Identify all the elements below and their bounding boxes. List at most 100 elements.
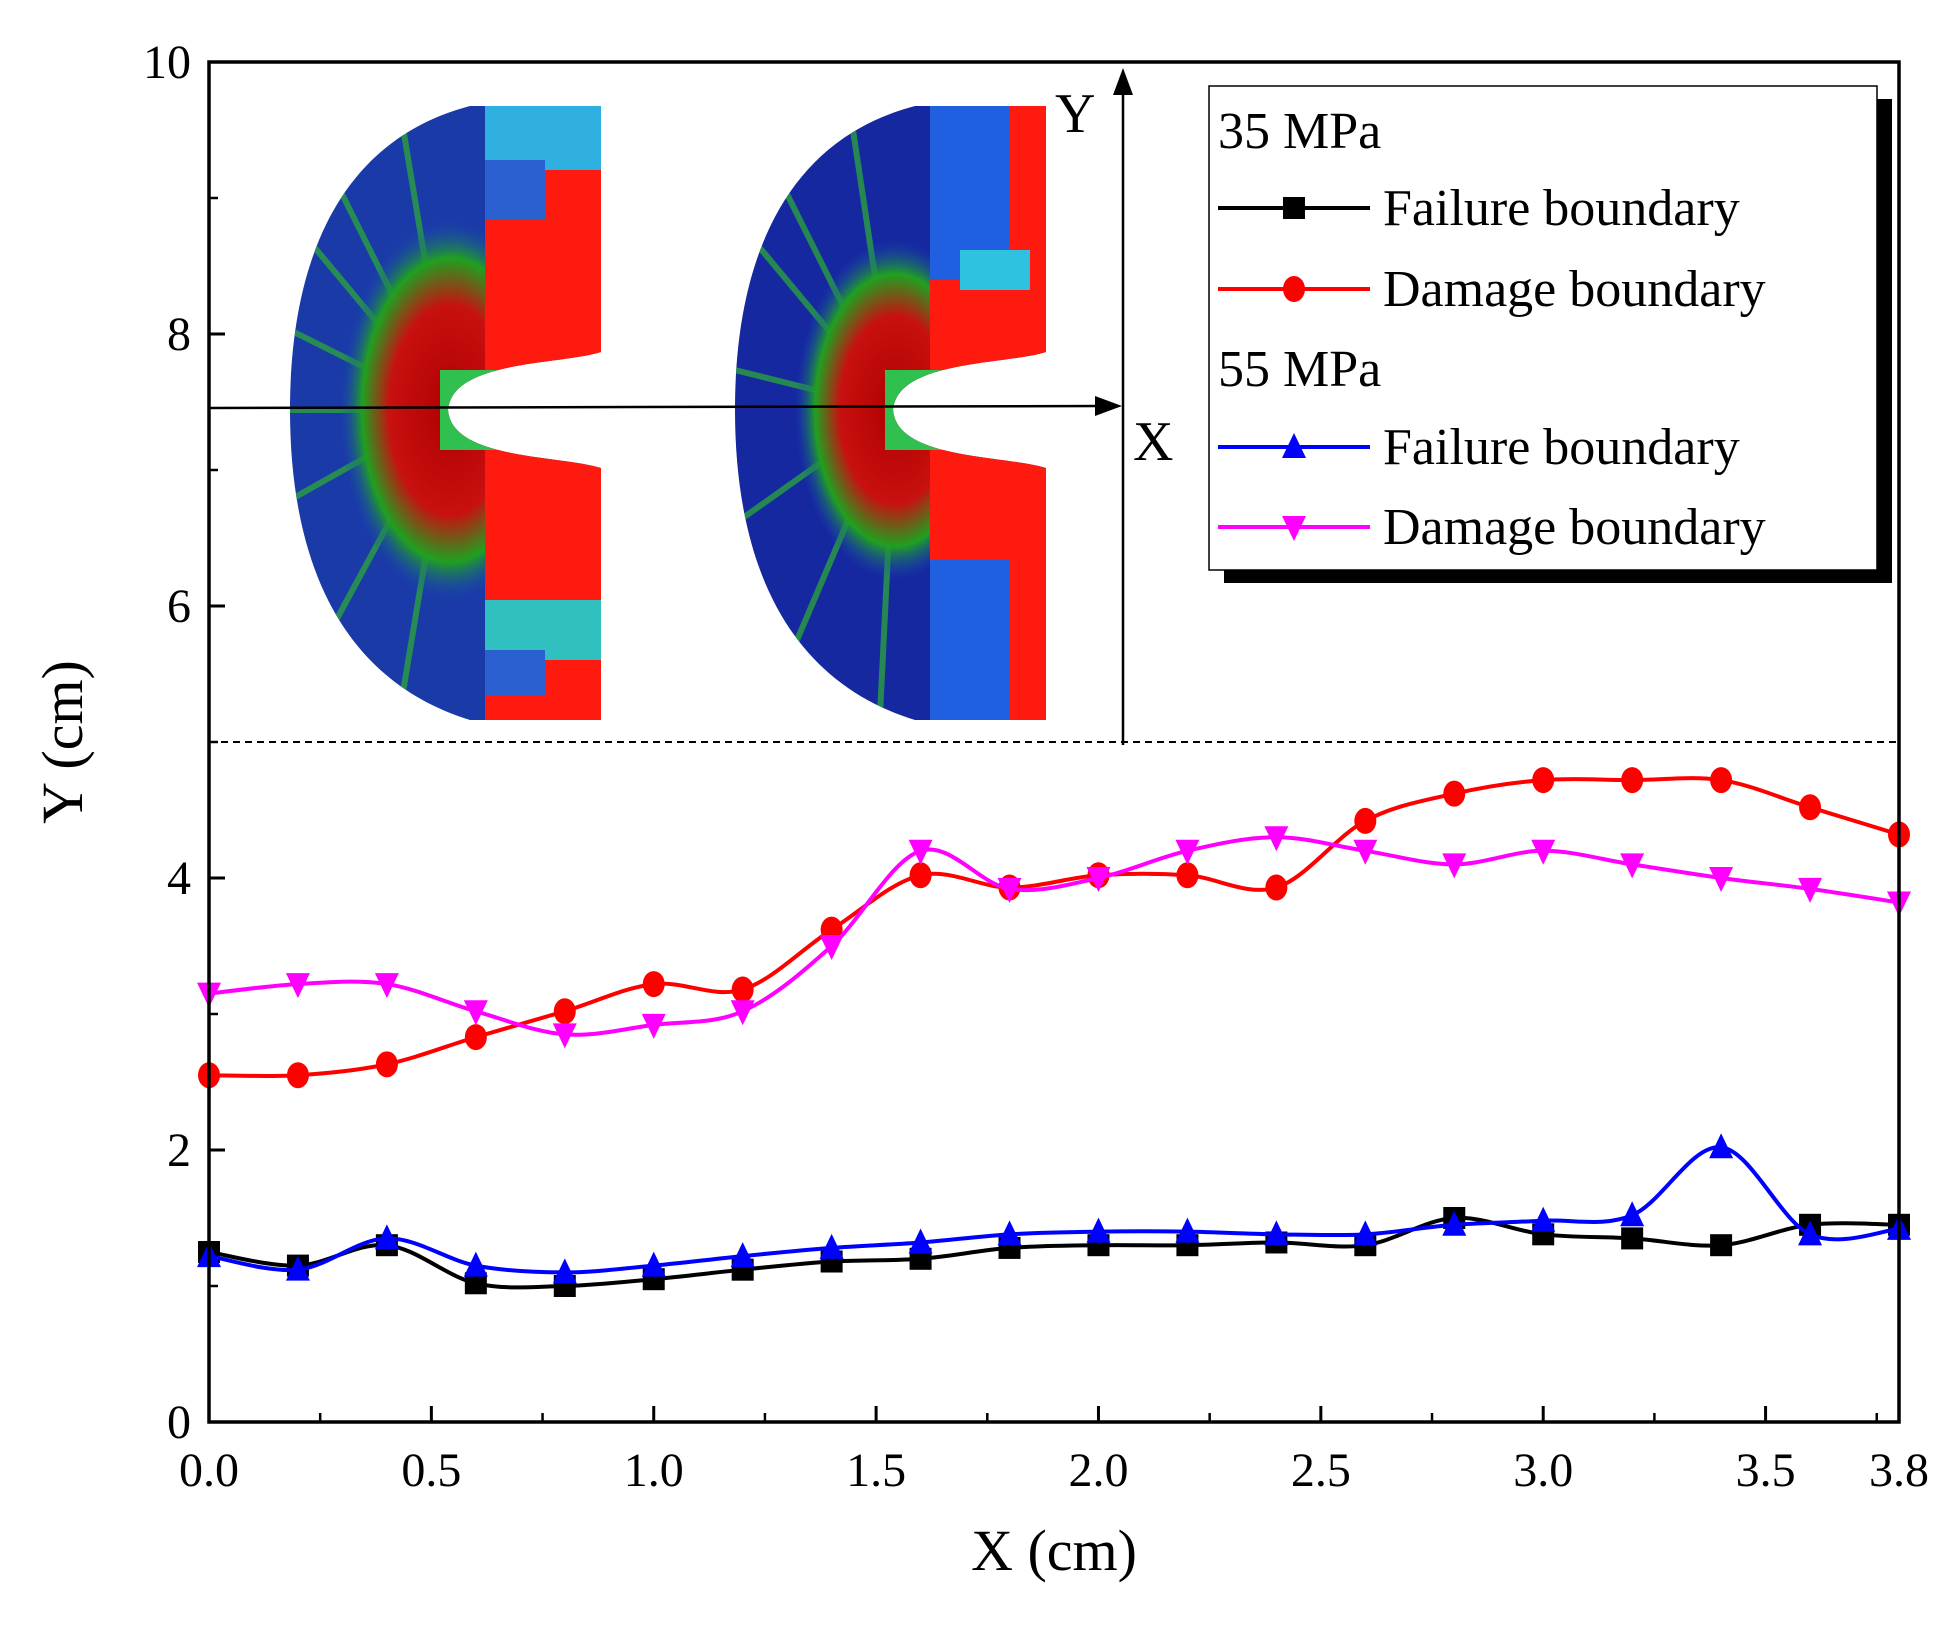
data-point	[375, 1051, 398, 1078]
data-point	[1531, 839, 1556, 865]
data-point	[731, 976, 754, 1003]
series-line	[208, 1145, 1900, 1275]
x-tick-label: 2.0	[1068, 1444, 1128, 1497]
data-point	[374, 973, 399, 999]
data-point	[1176, 862, 1199, 889]
simulation-image-35mpa	[290, 106, 601, 720]
data-point	[1353, 839, 1378, 865]
legend-group-55mpa: 55 MPa	[1218, 341, 1381, 398]
inset-x-arrowhead-icon	[1095, 396, 1122, 416]
x-tick-label: 2.5	[1291, 1444, 1351, 1497]
data-point	[641, 1013, 666, 1039]
data-point	[997, 1220, 1022, 1246]
legend-marker	[1282, 433, 1306, 458]
data-point	[374, 1224, 399, 1250]
data-point	[463, 1000, 488, 1026]
legend-label: Failure boundary	[1383, 180, 1740, 237]
legend-marker	[1283, 276, 1305, 302]
legend-marker	[1283, 197, 1305, 219]
legend-entry: Damage boundary	[1218, 261, 1766, 318]
data-point	[819, 935, 844, 960]
series-line	[208, 776, 1900, 1078]
y-tick-label: 0	[167, 1396, 191, 1449]
data-point	[553, 998, 576, 1025]
data-point	[552, 1023, 577, 1049]
x-tick-label: 1.0	[624, 1444, 684, 1497]
data-point	[1086, 867, 1111, 892]
legend-entry: Failure boundary	[1218, 180, 1740, 237]
data-point	[1175, 1217, 1200, 1243]
data-point	[1264, 1220, 1289, 1246]
data-point	[1620, 853, 1645, 879]
legend-marker	[1282, 516, 1306, 541]
data-point	[1443, 780, 1466, 807]
x-tick-label: 3.0	[1513, 1444, 1573, 1497]
x-tick-label: 3.5	[1736, 1444, 1796, 1497]
data-point	[1798, 1220, 1823, 1246]
data-point	[464, 1272, 487, 1295]
data-point	[908, 839, 933, 865]
data-point	[463, 1251, 488, 1277]
inset-y-arrowhead-icon	[1113, 68, 1133, 95]
data-point	[909, 862, 932, 889]
data-point	[1442, 853, 1467, 879]
y-tick-label: 8	[167, 308, 191, 361]
series-3	[197, 1133, 1911, 1284]
legend-group-35mpa: 35 MPa	[1218, 103, 1381, 160]
data-point	[1798, 877, 1823, 903]
data-point	[1532, 767, 1555, 794]
x-tick-label: 1.5	[846, 1444, 906, 1497]
data-point	[997, 877, 1022, 903]
inset-x-axis-arrow	[208, 404, 1106, 410]
inset-axes	[208, 68, 1133, 745]
data-point	[1709, 867, 1734, 892]
data-point	[1531, 1206, 1556, 1232]
x-axis-title: X (cm)	[971, 1518, 1137, 1583]
data-point	[1086, 1217, 1111, 1243]
y-tick-label: 4	[167, 852, 191, 905]
series-2	[198, 767, 1910, 1089]
data-point	[1265, 874, 1288, 901]
series-line	[208, 835, 1900, 1037]
data-point	[285, 973, 310, 999]
data-point	[1264, 826, 1289, 852]
data-point	[641, 1251, 666, 1277]
y-axis-title: Y (cm)	[30, 660, 95, 824]
series-line	[208, 1215, 1900, 1290]
data-point	[1710, 767, 1733, 794]
y-tick-label: 2	[167, 1124, 191, 1177]
data-point	[1175, 839, 1200, 865]
x-tick-label: 0.5	[401, 1444, 461, 1497]
x-tick-label: 0.0	[179, 1444, 239, 1497]
data-point	[1354, 807, 1377, 834]
data-point	[730, 1000, 755, 1026]
series-1	[198, 1207, 1910, 1297]
inset-x-label: X	[1133, 411, 1173, 473]
x-tick-label: 3.8	[1869, 1444, 1929, 1497]
y-tick-label: 6	[167, 580, 191, 633]
data-point	[1621, 1227, 1644, 1250]
data-point	[819, 1233, 844, 1259]
data-point	[730, 1242, 755, 1268]
legend-entry: Damage boundary	[1218, 499, 1766, 556]
data-point	[552, 1258, 577, 1284]
data-point	[1620, 1201, 1645, 1227]
simulation-image-55mpa	[735, 106, 1046, 720]
data-point	[1709, 1133, 1734, 1159]
legend-entry: Failure boundary	[1218, 419, 1740, 476]
data-point	[908, 1228, 933, 1254]
data-point	[285, 1255, 310, 1281]
data-point	[1799, 794, 1822, 821]
data-point	[1353, 1220, 1378, 1246]
data-point	[464, 1024, 487, 1051]
legend: 35 MPa 55 MPa Failure boundary Damage bou…	[1208, 85, 1892, 583]
data-point	[1442, 1210, 1467, 1236]
legend-label: Damage boundary	[1383, 261, 1766, 318]
legend-label: Damage boundary	[1383, 499, 1766, 556]
y-tick-label: 10	[143, 36, 191, 89]
data-point	[1710, 1234, 1733, 1257]
legend-label: Failure boundary	[1383, 419, 1740, 476]
inset-y-label: Y	[1055, 83, 1095, 145]
